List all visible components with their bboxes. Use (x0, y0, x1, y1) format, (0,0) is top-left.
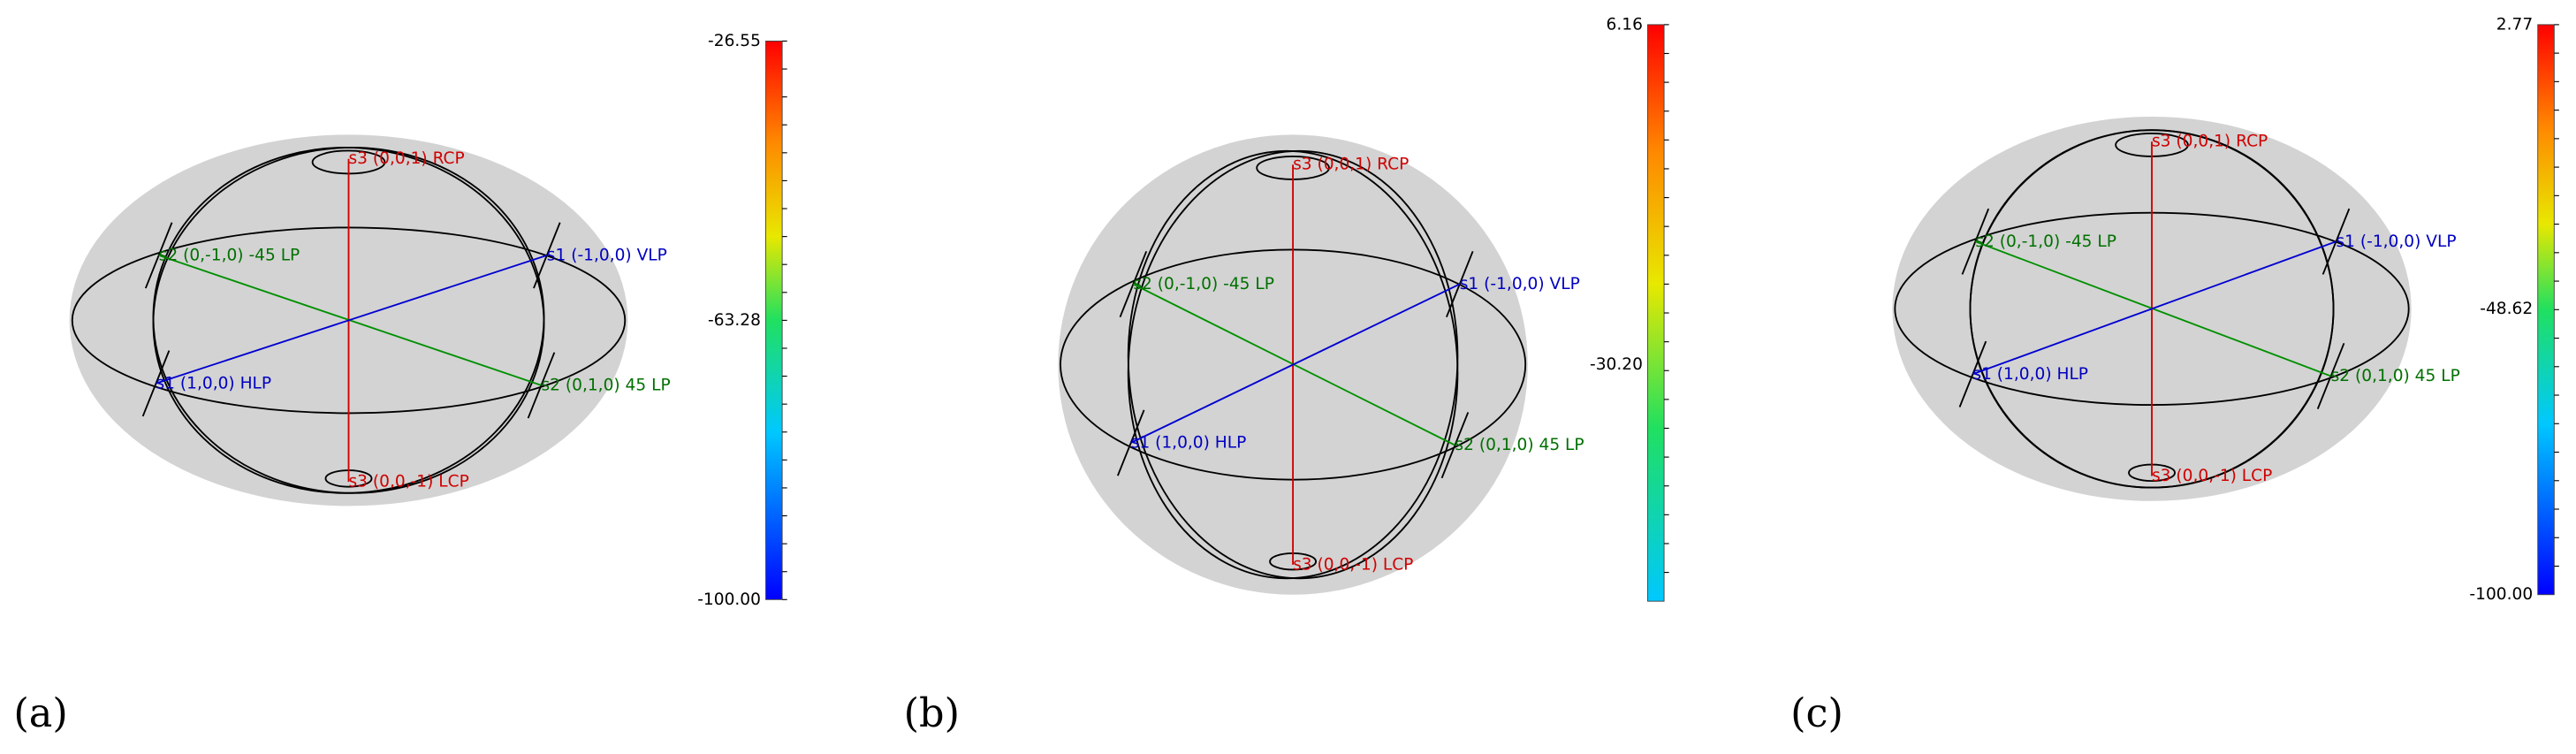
panel: s3 (0,0,1) RCP s3 (0,0,-1) LCP s2 (0,-1,0)… (1790, 15, 2559, 736)
point-label: s1 (-1,0,0) VLP (547, 246, 667, 264)
point-label: s2 (0,1,0) 45 LP (1455, 436, 1584, 454)
point-label: s1 (1,0,0) HLP (1131, 434, 1247, 453)
colorbar-label: -26.55 (708, 32, 761, 50)
axis-s1 (1130, 283, 1461, 444)
point-label: s1 (-1,0,0) VLP (1460, 275, 1580, 293)
meridian (1969, 129, 2335, 489)
point-label: s2 (0,1,0) 45 LP (541, 376, 670, 394)
axis-s1 (156, 255, 548, 385)
panel-label: (c) (1790, 690, 1843, 736)
point-label: s3 (0,0,1) RCP (2152, 133, 2268, 151)
colorbar (765, 40, 783, 600)
point-label: s2 (0,1,0) 45 LP (2331, 367, 2460, 385)
point-label: s3 (0,0,-1) LCP (2152, 467, 2272, 485)
colorbar-label: -63.28 (708, 311, 761, 330)
point-label: s1 (1,0,0) HLP (1972, 365, 2088, 384)
colorbar-label: -100.00 (2469, 585, 2533, 604)
panel-label: (a) (13, 690, 67, 736)
meridian (152, 147, 545, 494)
point-label: s3 (0,0,1) RCP (1293, 156, 1409, 174)
panel-label: (b) (904, 690, 960, 736)
point-label: s2 (0,-1,0) -45 LP (1133, 275, 1274, 293)
point-label: s3 (0,0,-1) LCP (349, 473, 469, 491)
colorbar-label: 2.77 (2496, 15, 2533, 34)
point-label: s1 (1,0,0) HLP (156, 374, 272, 392)
colorbar-label: -30.20 (1590, 355, 1643, 374)
colorbar (1647, 24, 1665, 602)
point-label: s2 (0,-1,0) -45 LP (159, 246, 300, 264)
point-label: s3 (0,0,-1) LCP (1293, 555, 1413, 574)
colorbar (2537, 24, 2555, 596)
colorbar-label: -48.62 (2480, 300, 2533, 318)
point-label: s1 (-1,0,0) VLP (2336, 232, 2456, 251)
point-label: s3 (0,0,1) RCP (349, 149, 465, 168)
axis-s1 (1972, 240, 2337, 376)
colorbar-label: -100.00 (697, 590, 761, 609)
colorbar-label: 6.16 (1607, 15, 1643, 34)
meridian (1127, 149, 1459, 580)
panel: s3 (0,0,1) RCP s3 (0,0,-1) LCP s2 (0,-1,0)… (13, 32, 787, 736)
point-label: s2 (0,-1,0) -45 LP (1975, 232, 2116, 251)
panel: s3 (0,0,1) RCP s3 (0,0,-1) LCP s2 (0,-1,0)… (904, 15, 1669, 736)
